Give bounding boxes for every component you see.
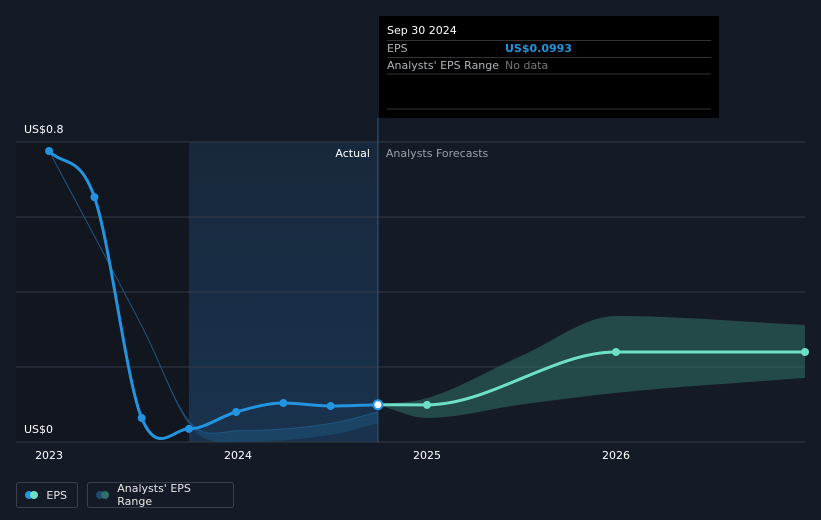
eps-line-point xyxy=(137,414,146,422)
legend-label: EPS xyxy=(46,488,67,502)
eps-line-point xyxy=(184,424,193,433)
y-tick-label: US$0 xyxy=(24,423,53,436)
region-label: Actual xyxy=(335,147,369,160)
eps-line-point xyxy=(326,402,335,410)
legend-label: Analysts' EPS Range xyxy=(117,482,191,508)
legend-swatch xyxy=(25,491,38,499)
eps-line-point xyxy=(90,193,99,202)
x-tick-label: 2025 xyxy=(413,449,441,462)
forecast-line-point xyxy=(801,348,809,356)
forecast-line-point xyxy=(423,400,432,409)
eps-line-point xyxy=(279,399,288,407)
forecast-line-point xyxy=(612,348,621,356)
tooltip-value: No data xyxy=(505,59,548,72)
legend-eps[interactable]: EPS xyxy=(16,482,78,508)
x-tick-label: 2026 xyxy=(602,449,630,462)
forecast-line xyxy=(377,350,805,407)
tooltip-label: EPS xyxy=(387,42,408,55)
y-tick-label: US$0.8 xyxy=(24,123,64,136)
region-label: Analysts Forecasts xyxy=(386,147,489,160)
tooltip-value: US$0.0993 xyxy=(505,42,572,55)
legend-range[interactable]: Analysts' EPS Range xyxy=(87,482,234,508)
x-tick-label: 2024 xyxy=(224,449,252,462)
x-tick-label: 2023 xyxy=(35,449,63,462)
tooltip-label: Analysts' EPS Range xyxy=(387,59,499,72)
eps-line-point xyxy=(232,408,241,416)
tooltip-date: Sep 30 2024 xyxy=(387,24,457,37)
selected-point xyxy=(372,399,384,411)
legend-swatch xyxy=(96,491,109,499)
eps-line-point xyxy=(45,147,54,155)
tooltip-box xyxy=(379,16,719,118)
